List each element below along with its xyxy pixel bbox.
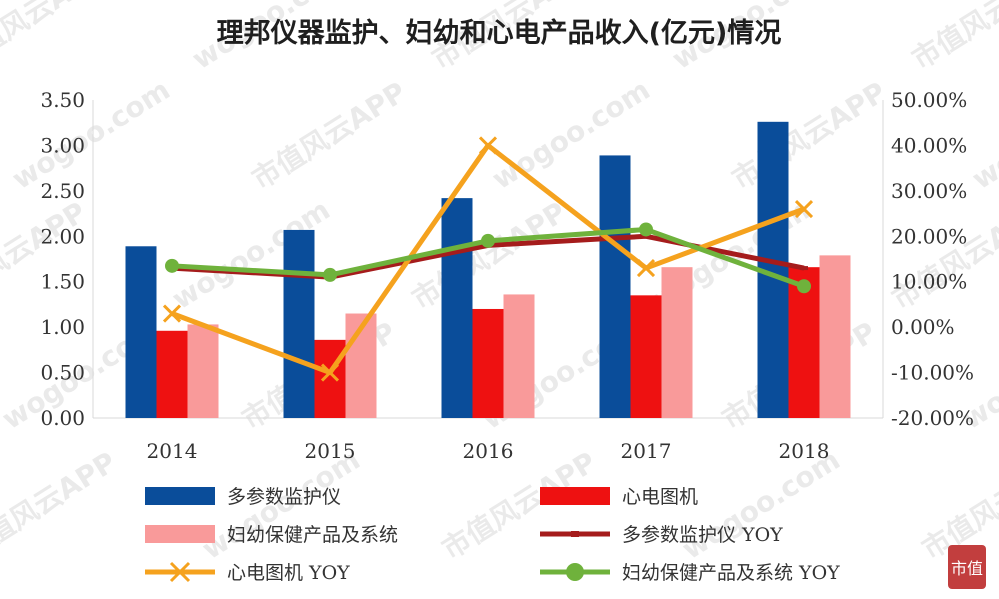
- bar-series: [156, 267, 820, 418]
- y-right-tick-label: 10.00%: [891, 270, 967, 294]
- y-right-tick-label: 20.00%: [891, 224, 967, 248]
- line-point: [478, 136, 498, 155]
- bar: [819, 255, 851, 418]
- y-left-tick-label: 3.00: [40, 133, 85, 157]
- y-right-tick-label: -20.00%: [891, 406, 974, 430]
- watermark-text: wogoo.com: [966, 73, 999, 196]
- legend-label: 多参数监护仪 YOY: [622, 524, 783, 546]
- line-point: [165, 258, 179, 273]
- chart-title: 理邦仪器监护、妇幼和心电产品收入(亿元)情况: [217, 18, 782, 49]
- y-left-tick-label: 1.50: [40, 270, 85, 294]
- line-point: [636, 259, 656, 278]
- line-point: [481, 233, 495, 248]
- watermark-badge: 市值: [948, 545, 986, 589]
- legend-label: 妇幼保健产品及系统 YOY: [622, 562, 840, 584]
- x-tick-label: 2014: [147, 439, 198, 463]
- x-tick-label: 2018: [779, 439, 830, 463]
- legend-swatch: [145, 487, 215, 505]
- legend-label: 妇幼保健产品及系统: [227, 524, 398, 546]
- legend-marker: [566, 563, 584, 581]
- watermark-text: 市值风云APP: [246, 75, 412, 196]
- y-left-tick-label: 3.50: [40, 88, 85, 112]
- bar: [314, 339, 346, 418]
- watermark-text: 市值风云APP: [726, 75, 892, 196]
- line-point: [320, 363, 340, 382]
- legend-marker: [169, 561, 191, 583]
- watermark-text: 市值风云APP: [0, 195, 92, 316]
- legend-label: 心电图机 YOY: [227, 562, 350, 584]
- y-right-tick-label: 0.00%: [891, 315, 955, 339]
- legend-label: 多参数监护仪: [227, 486, 341, 508]
- y-right-tick-label: 40.00%: [891, 133, 967, 157]
- y-left-tick-label: 0.50: [40, 361, 85, 385]
- watermark-text: 市值风云APP: [0, 0, 112, 76]
- bar: [187, 324, 219, 418]
- y-left-tick-label: 0.00: [40, 406, 85, 430]
- y-right-tick-label: 50.00%: [891, 88, 967, 112]
- line-point: [323, 267, 337, 282]
- y-right-tick-label: -10.00%: [891, 361, 974, 385]
- line-point: [639, 222, 653, 237]
- watermark-text: 市值风云APP: [436, 445, 602, 566]
- x-tick-label: 2017: [621, 439, 672, 463]
- line-point: [162, 304, 182, 323]
- bar-series: [187, 255, 851, 418]
- y-left-tick-label: 2.00: [40, 224, 85, 248]
- bar: [503, 294, 535, 418]
- bar: [156, 330, 188, 418]
- y-left-tick-label: 1.00: [40, 315, 85, 339]
- x-tick-label: 2016: [463, 439, 514, 463]
- line-point: [797, 279, 811, 294]
- y-right-tick-label: 30.00%: [891, 179, 967, 203]
- watermark-text: wogoo.com: [6, 73, 176, 196]
- bar: [125, 246, 157, 418]
- legend-swatch: [145, 525, 215, 543]
- bar: [599, 155, 631, 418]
- line-series: [165, 222, 811, 294]
- bar: [283, 229, 315, 418]
- legend-swatch: [540, 487, 610, 505]
- watermark-text: 市值风云APP: [906, 0, 999, 76]
- line-point: [794, 199, 814, 219]
- badge-text: 市值: [951, 559, 983, 578]
- badge-shape: [948, 545, 986, 589]
- y-left-tick-label: 2.50: [40, 179, 85, 203]
- legend-label: 心电图机: [622, 486, 698, 508]
- x-tick-label: 2015: [305, 439, 356, 463]
- bar: [441, 198, 473, 418]
- bar: [472, 308, 504, 418]
- watermark-text: 市值风云APP: [886, 195, 999, 316]
- line-point: [800, 266, 808, 271]
- bar: [630, 295, 662, 418]
- watermark-text: 市值风云APP: [0, 445, 122, 566]
- bar: [661, 267, 693, 418]
- legend-marker: [571, 531, 579, 537]
